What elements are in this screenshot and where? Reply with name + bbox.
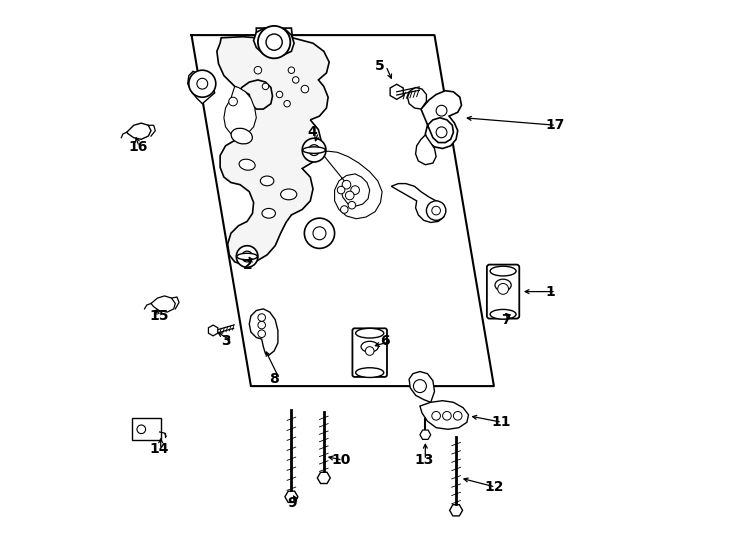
Text: 13: 13 [415, 453, 434, 467]
Text: 7: 7 [501, 313, 511, 327]
Polygon shape [317, 472, 330, 483]
Text: 5: 5 [375, 59, 385, 73]
Text: 3: 3 [221, 334, 230, 348]
Circle shape [258, 321, 266, 329]
Circle shape [426, 201, 446, 220]
Ellipse shape [231, 129, 252, 144]
Text: 10: 10 [332, 453, 352, 467]
Text: 14: 14 [150, 442, 170, 456]
Polygon shape [391, 184, 446, 222]
Polygon shape [450, 505, 462, 516]
Polygon shape [420, 401, 468, 429]
Ellipse shape [280, 189, 297, 200]
Circle shape [342, 180, 351, 189]
Ellipse shape [356, 368, 384, 377]
FancyBboxPatch shape [352, 328, 387, 377]
Ellipse shape [356, 328, 384, 338]
Circle shape [236, 246, 258, 267]
Polygon shape [421, 91, 462, 148]
Circle shape [346, 191, 354, 200]
Circle shape [258, 330, 266, 338]
Circle shape [432, 411, 440, 420]
Text: 11: 11 [491, 415, 511, 429]
FancyBboxPatch shape [487, 265, 519, 319]
Circle shape [137, 425, 145, 434]
Polygon shape [254, 27, 294, 57]
Circle shape [302, 138, 326, 162]
Polygon shape [250, 309, 278, 355]
Polygon shape [285, 491, 298, 502]
Circle shape [309, 145, 319, 156]
Text: 16: 16 [128, 140, 148, 154]
Circle shape [413, 380, 426, 393]
Ellipse shape [239, 159, 255, 170]
Polygon shape [127, 123, 151, 139]
Polygon shape [188, 71, 215, 104]
Polygon shape [407, 87, 426, 109]
Circle shape [454, 411, 462, 420]
Polygon shape [415, 135, 436, 165]
Polygon shape [321, 151, 382, 219]
Circle shape [254, 66, 262, 74]
Text: 1: 1 [545, 285, 555, 299]
Circle shape [266, 34, 282, 50]
FancyBboxPatch shape [132, 418, 161, 440]
Text: 17: 17 [545, 118, 564, 132]
Circle shape [436, 127, 447, 138]
Ellipse shape [262, 208, 275, 218]
Circle shape [313, 227, 326, 240]
Circle shape [351, 186, 360, 194]
Text: 12: 12 [484, 480, 504, 494]
Circle shape [443, 411, 451, 420]
Circle shape [338, 186, 345, 194]
Circle shape [301, 85, 309, 93]
Polygon shape [390, 84, 403, 99]
Polygon shape [217, 28, 330, 265]
Circle shape [258, 26, 291, 58]
Ellipse shape [261, 176, 274, 186]
Circle shape [292, 77, 299, 83]
Circle shape [197, 78, 208, 89]
Circle shape [348, 201, 356, 209]
Circle shape [366, 347, 374, 355]
Ellipse shape [490, 309, 516, 319]
Text: 6: 6 [380, 334, 390, 348]
Circle shape [276, 91, 283, 98]
Circle shape [284, 100, 291, 107]
Text: 4: 4 [308, 125, 317, 139]
Text: 2: 2 [243, 258, 252, 272]
Circle shape [229, 97, 237, 106]
Text: 8: 8 [269, 372, 278, 386]
Polygon shape [151, 296, 175, 312]
Ellipse shape [495, 279, 511, 291]
Circle shape [262, 83, 269, 90]
Polygon shape [409, 372, 435, 402]
Polygon shape [208, 325, 218, 336]
Polygon shape [224, 86, 256, 136]
Polygon shape [420, 430, 431, 440]
Circle shape [241, 251, 252, 262]
Circle shape [189, 70, 216, 97]
Ellipse shape [361, 341, 378, 352]
Text: 15: 15 [150, 309, 170, 323]
Circle shape [305, 218, 335, 248]
Circle shape [436, 105, 447, 116]
Circle shape [288, 67, 294, 73]
Ellipse shape [302, 147, 325, 153]
Text: 9: 9 [287, 496, 297, 510]
Circle shape [432, 206, 440, 215]
Circle shape [258, 314, 266, 321]
Circle shape [341, 206, 348, 213]
Ellipse shape [237, 253, 258, 260]
Ellipse shape [490, 266, 516, 276]
Circle shape [498, 284, 509, 294]
